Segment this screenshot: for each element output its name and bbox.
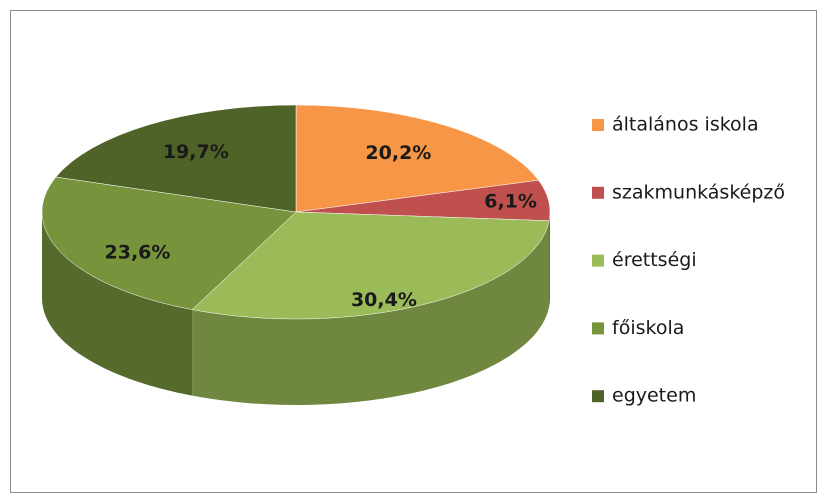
data-label: 20,2% bbox=[365, 142, 431, 164]
slice bbox=[55, 104, 297, 213]
slice-side bbox=[192, 220, 550, 405]
legend-swatch bbox=[592, 119, 604, 131]
legend-label: szakmunkásképző bbox=[612, 181, 785, 203]
slice bbox=[295, 104, 539, 213]
slice bbox=[41, 176, 297, 310]
legend-swatch bbox=[592, 322, 604, 335]
slice-side-shade bbox=[549, 212, 550, 307]
legend-swatch bbox=[592, 390, 604, 403]
legend-label: érettségi bbox=[612, 249, 697, 271]
data-label: 19,7% bbox=[163, 141, 229, 163]
slice-side bbox=[549, 212, 550, 307]
data-label: 23,6% bbox=[105, 241, 171, 263]
data-label: 6,1% bbox=[484, 191, 537, 213]
legend-swatch bbox=[592, 254, 604, 267]
legend-label: általános iskola bbox=[612, 114, 759, 136]
slice bbox=[191, 211, 550, 320]
legend-label: főiskola bbox=[612, 317, 684, 339]
legend-swatch bbox=[592, 186, 604, 199]
slice-side-shade bbox=[42, 212, 193, 396]
slice-side bbox=[42, 212, 193, 396]
slice-side-shade bbox=[192, 220, 550, 405]
data-label: 30,4% bbox=[351, 289, 417, 311]
legend-label: egyetem bbox=[612, 385, 696, 407]
